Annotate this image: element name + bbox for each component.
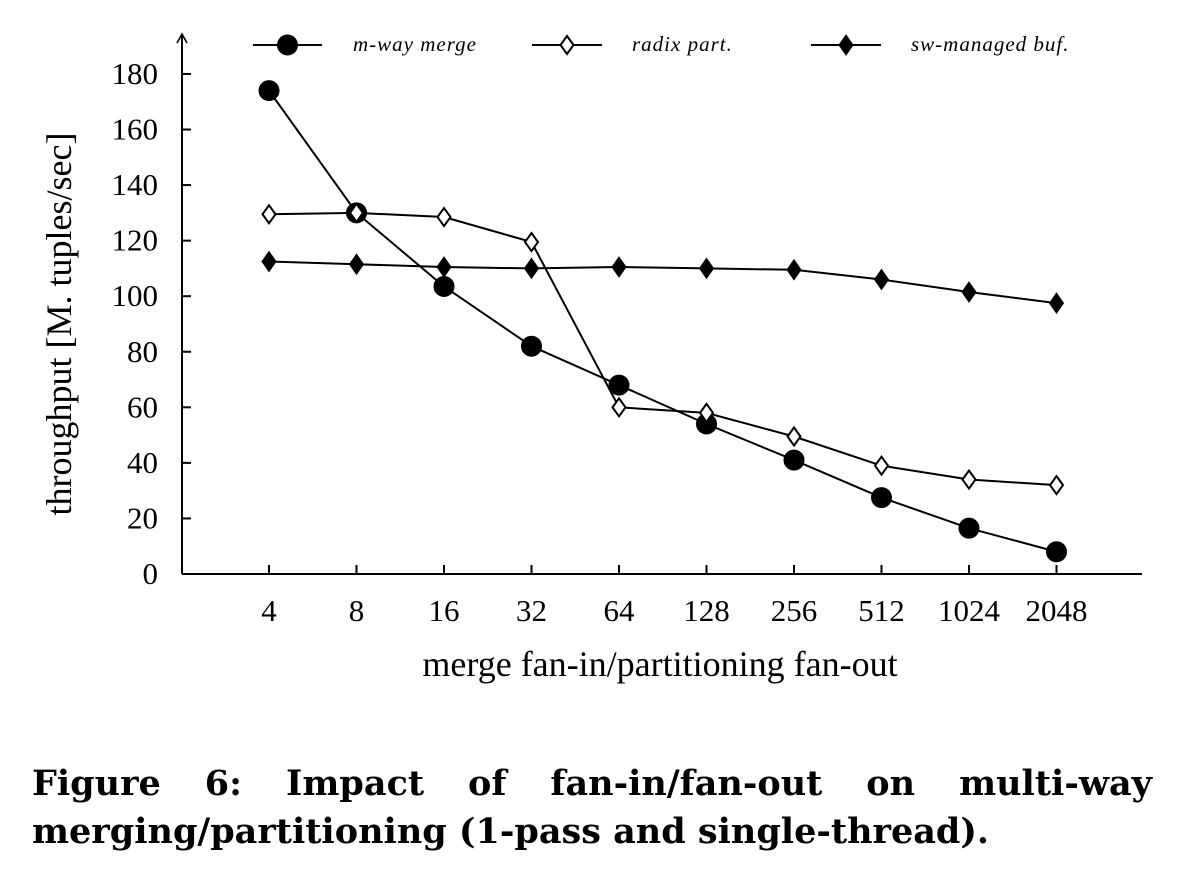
y-tick-label: 160 bbox=[112, 112, 159, 147]
data-point bbox=[436, 256, 452, 278]
series-line bbox=[268, 90, 1057, 553]
legend-label: m-way merge bbox=[353, 32, 477, 56]
y-tick-label: 0 bbox=[143, 556, 159, 591]
legend-marker bbox=[277, 34, 298, 56]
series-line bbox=[268, 211, 1057, 487]
y-tick-label: 40 bbox=[127, 445, 158, 480]
data-point bbox=[436, 206, 452, 228]
data-point bbox=[871, 487, 892, 509]
data-point bbox=[873, 268, 890, 291]
data-point bbox=[961, 281, 977, 303]
data-point bbox=[611, 256, 627, 278]
legend-marker bbox=[838, 34, 854, 56]
y-tick-label: 80 bbox=[127, 334, 158, 369]
data-point bbox=[698, 257, 715, 280]
data-point bbox=[783, 449, 805, 471]
x-tick-label: 128 bbox=[683, 593, 730, 628]
data-point bbox=[261, 203, 277, 225]
legend-entry: radix part. bbox=[532, 32, 733, 56]
data-point bbox=[958, 517, 980, 539]
x-tick-label: 512 bbox=[858, 593, 905, 628]
y-tick-label: 140 bbox=[112, 167, 159, 202]
x-tick-label: 8 bbox=[349, 593, 365, 628]
data-point bbox=[523, 231, 540, 253]
legend-label: radix part. bbox=[632, 32, 733, 56]
x-tick-label: 4 bbox=[261, 593, 277, 628]
y-axis-label: throughput [M. tuples/sec] bbox=[39, 133, 79, 516]
data-point bbox=[1048, 292, 1065, 315]
data-point bbox=[698, 402, 715, 424]
x-tick-label: 16 bbox=[429, 593, 460, 628]
legend-entry: sw-managed buf. bbox=[811, 32, 1070, 56]
data-point bbox=[873, 454, 890, 477]
data-point bbox=[608, 374, 630, 396]
y-tick-label: 20 bbox=[127, 500, 158, 535]
data-point bbox=[611, 396, 627, 419]
y-axis-ticks: 0 20 40 60 80 100 120 140 160 180 bbox=[112, 56, 191, 591]
x-tick-label: 2048 bbox=[1026, 593, 1088, 628]
x-axis-label: merge fan-in/partitioning fan-out bbox=[422, 644, 897, 684]
data-point bbox=[348, 202, 365, 224]
y-axis-arrow bbox=[176, 32, 188, 44]
data-point bbox=[786, 425, 802, 448]
data-point bbox=[261, 250, 277, 273]
data-point bbox=[523, 257, 540, 280]
data-point bbox=[433, 275, 455, 297]
data-point bbox=[521, 335, 542, 357]
line-chart: 0 20 40 60 80 100 120 140 160 180 4 8 16 32 64 128 256 5… bbox=[39, 32, 1142, 684]
legend-marker bbox=[559, 34, 575, 56]
legend-label: sw-managed buf. bbox=[911, 32, 1070, 56]
data-point bbox=[1046, 541, 1067, 563]
x-tick-label: 32 bbox=[516, 593, 547, 628]
legend-entry: m-way merge bbox=[253, 32, 477, 56]
data-point bbox=[786, 258, 802, 281]
x-tick-label: 1024 bbox=[938, 593, 1001, 628]
y-tick-label: 180 bbox=[112, 56, 159, 91]
figure-caption: Figure 6: Impact of fan-in/fan-out on mu… bbox=[32, 763, 1152, 852]
series-lines bbox=[268, 90, 1057, 553]
y-tick-label: 120 bbox=[112, 223, 159, 258]
y-tick-label: 100 bbox=[112, 278, 159, 313]
data-point bbox=[1048, 474, 1065, 496]
data-point bbox=[961, 468, 977, 491]
series-line bbox=[268, 260, 1057, 305]
data-point bbox=[348, 253, 365, 276]
x-tick-label: 64 bbox=[604, 593, 636, 628]
chart-axes bbox=[176, 32, 1142, 575]
x-axis-ticks: 4 8 16 32 64 128 256 512 1024 2048 bbox=[261, 565, 1088, 628]
data-point bbox=[258, 80, 280, 102]
x-tick-label: 256 bbox=[771, 593, 818, 628]
series-markers bbox=[258, 80, 1067, 563]
y-tick-label: 60 bbox=[127, 389, 158, 424]
legend: m-way merge radix part. sw-managed buf. bbox=[253, 32, 1070, 56]
